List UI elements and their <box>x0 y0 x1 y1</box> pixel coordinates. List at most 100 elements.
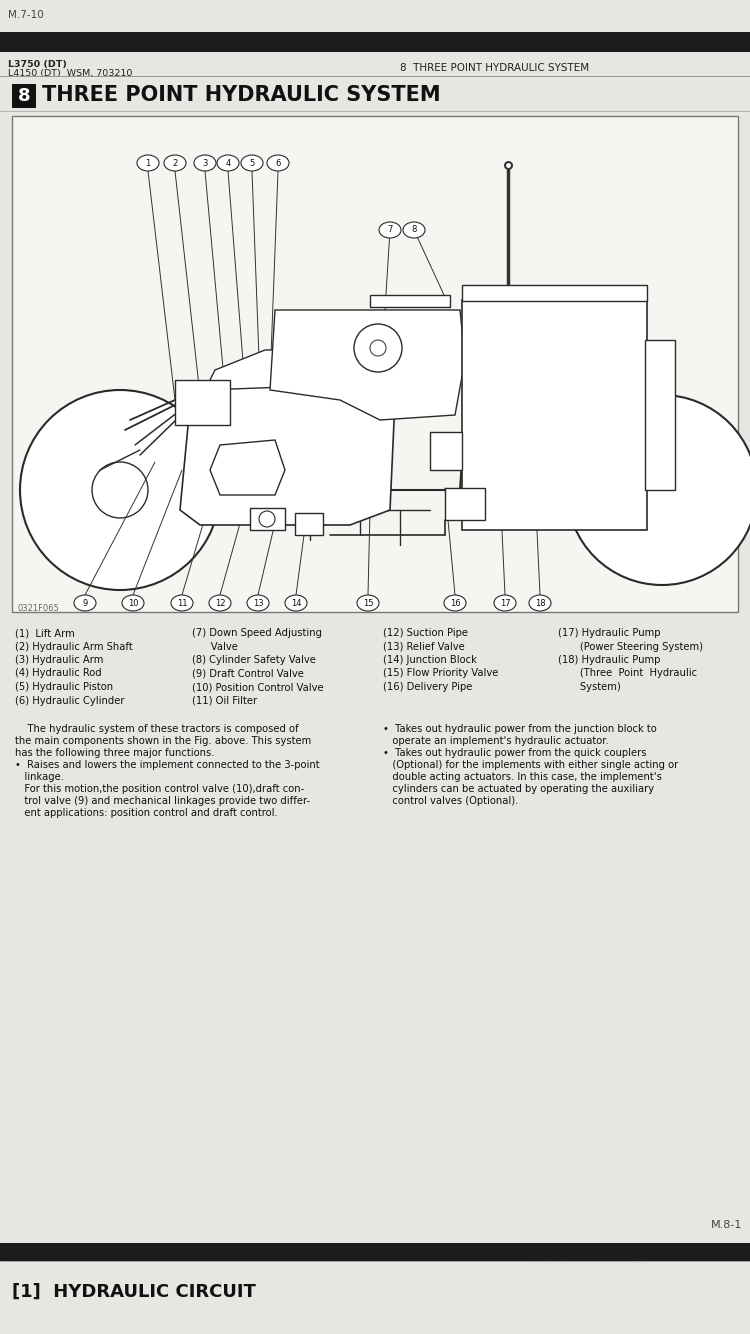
Bar <box>430 432 462 470</box>
Ellipse shape <box>379 221 401 237</box>
Text: 18: 18 <box>535 599 545 607</box>
Text: M.8-1: M.8-1 <box>711 1221 742 1230</box>
Text: (15) Flow Priority Valve: (15) Flow Priority Valve <box>383 668 498 679</box>
Text: For this motion,the position control valve (10),draft con-: For this motion,the position control val… <box>15 784 304 794</box>
Text: (Three  Point  Hydraulic: (Three Point Hydraulic <box>558 668 698 679</box>
Ellipse shape <box>444 595 466 611</box>
Text: 8  THREE POINT HYDRAULIC SYSTEM: 8 THREE POINT HYDRAULIC SYSTEM <box>400 63 590 73</box>
Circle shape <box>370 340 386 356</box>
Ellipse shape <box>217 155 239 171</box>
Bar <box>0 1243 750 1261</box>
Text: L4150 (DT)  WSM, 703210: L4150 (DT) WSM, 703210 <box>8 69 132 77</box>
Text: 8  THREE POINT HYDRAULIC SYSTEM: 8 THREE POINT HYDRAULIC SYSTEM <box>12 1249 201 1258</box>
Bar <box>250 508 285 530</box>
Text: L4150 (DT)  WSM, 703211: L4150 (DT) WSM, 703211 <box>530 1257 648 1265</box>
Text: operate an implement's hydraulic actuator.: operate an implement's hydraulic actuato… <box>383 736 609 746</box>
Ellipse shape <box>285 595 307 611</box>
Circle shape <box>259 511 275 527</box>
Text: (1)  Lift Arm: (1) Lift Arm <box>15 628 75 638</box>
Text: •  Takes out hydraulic power from the junction block to: • Takes out hydraulic power from the jun… <box>383 724 657 734</box>
Text: (7) Down Speed Adjusting: (7) Down Speed Adjusting <box>192 628 322 638</box>
Text: M.7-10: M.7-10 <box>8 9 44 20</box>
Ellipse shape <box>247 595 269 611</box>
Ellipse shape <box>171 595 193 611</box>
Text: 15: 15 <box>363 599 374 607</box>
Text: (11) Oil Filter: (11) Oil Filter <box>192 695 257 706</box>
Text: 7: 7 <box>387 225 393 235</box>
Text: 9: 9 <box>82 599 88 607</box>
Text: (9) Draft Control Valve: (9) Draft Control Valve <box>192 668 304 679</box>
Ellipse shape <box>137 155 159 171</box>
Text: control valves (Optional).: control valves (Optional). <box>383 796 518 806</box>
Ellipse shape <box>209 595 231 611</box>
Ellipse shape <box>529 595 551 611</box>
Polygon shape <box>180 380 395 526</box>
Text: (2) Hydraulic Arm Shaft: (2) Hydraulic Arm Shaft <box>15 642 133 651</box>
Text: [1]  HYDRAULIC CIRCUIT: [1] HYDRAULIC CIRCUIT <box>12 1283 256 1301</box>
Text: (4) Hydraulic Rod: (4) Hydraulic Rod <box>15 668 102 679</box>
Text: THREE POINT HYDRAULIC SYSTEM: THREE POINT HYDRAULIC SYSTEM <box>42 85 441 105</box>
Bar <box>645 340 675 490</box>
Text: 2: 2 <box>172 159 178 168</box>
Text: linkage.: linkage. <box>15 772 64 782</box>
Ellipse shape <box>357 595 379 611</box>
Text: the main components shown in the Fig. above. This system: the main components shown in the Fig. ab… <box>15 736 311 746</box>
Text: (12) Suction Pipe: (12) Suction Pipe <box>383 628 468 638</box>
Bar <box>12 116 738 612</box>
Text: (13) Relief Valve: (13) Relief Valve <box>383 642 465 651</box>
Polygon shape <box>270 309 465 420</box>
Text: 12: 12 <box>214 599 225 607</box>
Text: 13: 13 <box>253 599 263 607</box>
Ellipse shape <box>241 155 263 171</box>
Text: (6) Hydraulic Cylinder: (6) Hydraulic Cylinder <box>15 695 125 706</box>
Text: 3: 3 <box>202 159 208 168</box>
Ellipse shape <box>122 595 144 611</box>
Ellipse shape <box>267 155 289 171</box>
Bar <box>462 285 647 301</box>
Ellipse shape <box>74 595 96 611</box>
Bar <box>175 380 230 426</box>
Text: Valve: Valve <box>192 642 238 651</box>
Text: (16) Delivery Pipe: (16) Delivery Pipe <box>383 682 472 692</box>
Text: 6: 6 <box>275 159 280 168</box>
Bar <box>462 300 647 530</box>
Text: The hydraulic system of these tractors is composed of: The hydraulic system of these tractors i… <box>15 724 298 734</box>
Bar <box>370 295 450 307</box>
Text: (5) Hydraulic Piston: (5) Hydraulic Piston <box>15 682 113 692</box>
Text: 17: 17 <box>500 599 510 607</box>
Circle shape <box>92 462 148 518</box>
Text: 10: 10 <box>128 599 138 607</box>
Ellipse shape <box>194 155 216 171</box>
Circle shape <box>354 324 402 372</box>
Text: 8: 8 <box>411 225 417 235</box>
Text: •  Raises and lowers the implement connected to the 3-point: • Raises and lowers the implement connec… <box>15 760 320 770</box>
Text: L3750 (DT): L3750 (DT) <box>530 1247 586 1257</box>
Bar <box>0 32 750 52</box>
Text: double acting actuators. In this case, the implement's: double acting actuators. In this case, t… <box>383 772 662 782</box>
Circle shape <box>20 390 220 590</box>
Text: 8: 8 <box>18 87 30 105</box>
Text: 5: 5 <box>249 159 254 168</box>
Text: (8) Cylinder Safety Valve: (8) Cylinder Safety Valve <box>192 655 316 666</box>
Bar <box>445 488 485 520</box>
Polygon shape <box>205 350 340 390</box>
Ellipse shape <box>164 155 186 171</box>
Text: (14) Junction Block: (14) Junction Block <box>383 655 477 666</box>
Text: trol valve (9) and mechanical linkages provide two differ-: trol valve (9) and mechanical linkages p… <box>15 796 310 806</box>
Text: (Optional) for the implements with either single acting or: (Optional) for the implements with eithe… <box>383 760 678 770</box>
Text: cylinders can be actuated by operating the auxiliary: cylinders can be actuated by operating t… <box>383 784 654 794</box>
Ellipse shape <box>403 221 425 237</box>
Text: System): System) <box>558 682 621 692</box>
Text: (Power Steering System): (Power Steering System) <box>558 642 703 651</box>
Circle shape <box>567 395 750 586</box>
Text: 4: 4 <box>225 159 231 168</box>
Text: (17) Hydraulic Pump: (17) Hydraulic Pump <box>558 628 661 638</box>
Text: 1: 1 <box>146 159 151 168</box>
Text: (3) Hydraulic Arm: (3) Hydraulic Arm <box>15 655 104 666</box>
Text: ent applications: position control and draft control.: ent applications: position control and d… <box>15 808 278 818</box>
Bar <box>295 514 323 535</box>
Text: (10) Position Control Valve: (10) Position Control Valve <box>192 682 324 692</box>
Text: 16: 16 <box>450 599 460 607</box>
Text: 0321F065: 0321F065 <box>18 604 60 614</box>
Polygon shape <box>210 440 285 495</box>
